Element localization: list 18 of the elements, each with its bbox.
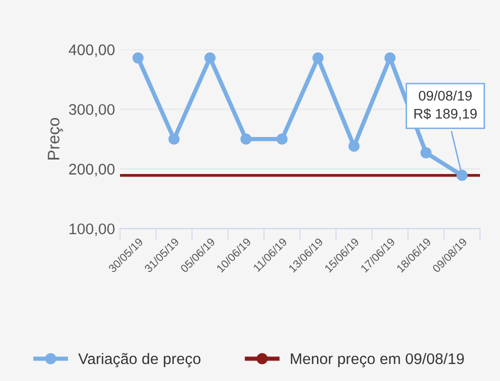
point xyxy=(132,52,144,64)
point xyxy=(348,140,360,152)
annotation: 09/08/19 R$ 189,19 xyxy=(414,90,477,120)
point xyxy=(456,170,468,181)
point xyxy=(420,147,432,158)
point xyxy=(276,134,288,145)
y-tick-label: 300,00 xyxy=(69,104,115,117)
y-tick-label: 400,00 xyxy=(68,44,115,58)
legend-label: Menor preço em 09/08/19 xyxy=(290,352,464,368)
point xyxy=(168,134,180,145)
y-tick-label: 100,00 xyxy=(70,223,115,236)
point xyxy=(204,52,216,64)
point xyxy=(240,134,252,145)
y-tick-label: 200,00 xyxy=(69,164,115,176)
y-axis-title: Preço xyxy=(48,118,63,160)
legend-label: Variação de preço xyxy=(78,352,200,368)
point xyxy=(312,52,324,64)
point xyxy=(384,52,396,64)
